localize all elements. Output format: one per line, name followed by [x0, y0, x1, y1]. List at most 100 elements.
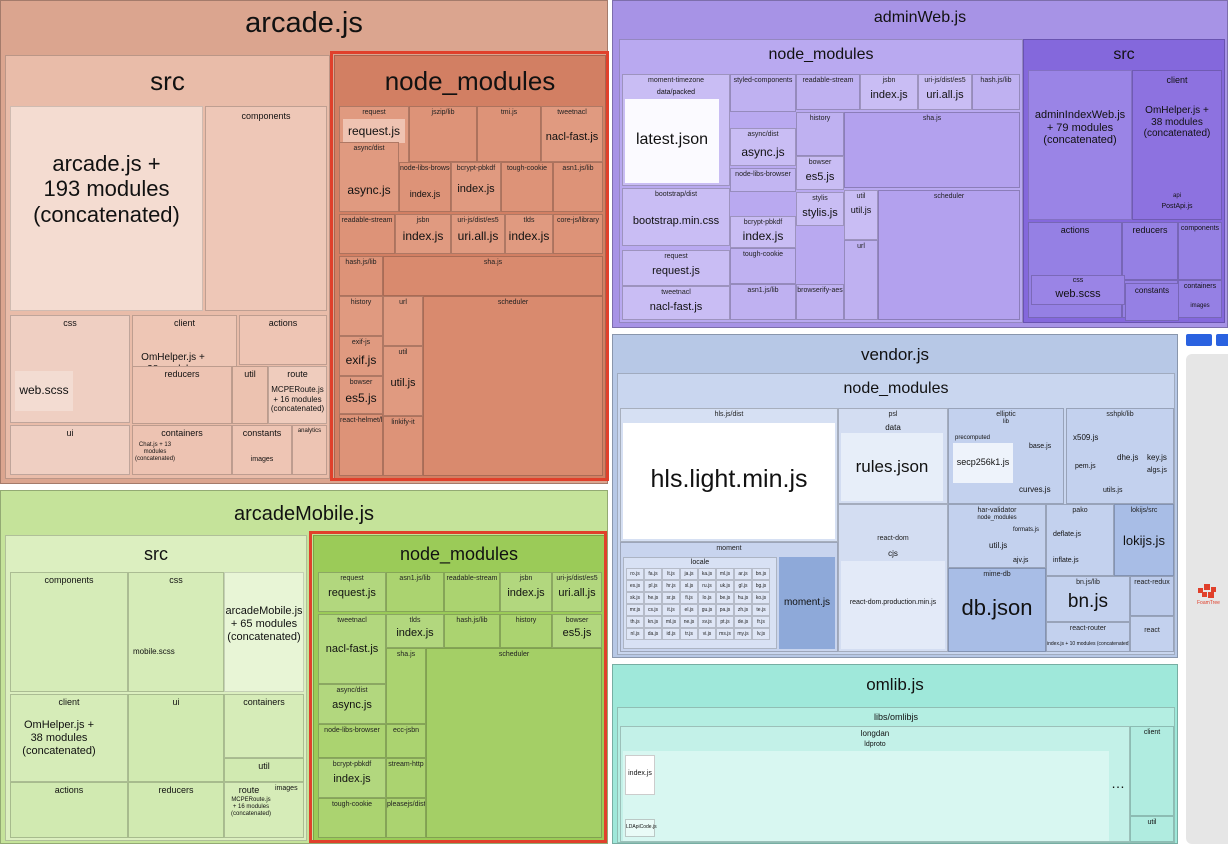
locale-file[interactable]: te.js — [752, 604, 770, 616]
module-utils[interactable]: utils.js — [1103, 487, 1123, 494]
pkg-tweetnacl[interactable]: tweetnacl nacl-fast.js — [541, 106, 603, 162]
locale-file[interactable]: ar.js — [734, 568, 752, 580]
pkg-bn[interactable]: bn.js/lib bn.js — [1046, 576, 1130, 622]
folder-src[interactable]: src arcade.js + 193 modules (concatenate… — [5, 55, 330, 479]
locale-file[interactable]: de.js — [734, 616, 752, 628]
module-util-js[interactable]: util.js — [989, 541, 1008, 550]
pkg-readable-stream[interactable]: readable-stream — [796, 74, 860, 110]
module-es5-js[interactable]: es5.js — [562, 627, 592, 639]
folder-images[interactable]: images — [275, 785, 298, 792]
module-moment-js[interactable]: moment.js — [779, 557, 835, 649]
pkg-bootstrap[interactable]: bootstrap/dist bootstrap.min.css — [622, 188, 730, 246]
pkg-tweetnacl[interactable]: tweetnacl nacl-fast.js — [318, 614, 386, 684]
pkg-readable-stream[interactable]: readable-stream — [339, 214, 395, 254]
module-index-js[interactable]: index.js — [508, 229, 550, 243]
locale-file[interactable]: tr.js — [680, 628, 698, 640]
folder-reducers[interactable]: reducers — [128, 782, 224, 838]
pkg-hash[interactable]: hash.js/lib — [339, 256, 383, 296]
pkg-node-libs-browser[interactable]: node-libs-browser index.js — [399, 162, 451, 212]
module-util-js[interactable]: util.js — [850, 205, 872, 215]
pkg-asn1[interactable]: asn1.js/lib — [730, 284, 796, 320]
folder-containers[interactable]: containers images — [1178, 280, 1222, 318]
locale-file[interactable]: my.js — [734, 628, 752, 640]
pkg-history[interactable]: history — [339, 296, 383, 336]
folder-route[interactable]: route MCPERoute.js + 16 modules (concate… — [268, 366, 327, 424]
pkg-har-validator[interactable]: har-validator node_modules util.js forma… — [948, 504, 1046, 568]
locale-file[interactable]: ro.js — [626, 568, 644, 580]
pkg-sshpk[interactable]: sshpk/lib x509.js dhe.js key.js pem.js a… — [1066, 408, 1174, 504]
pkg-request[interactable]: request request.js — [318, 572, 386, 612]
folder-locale[interactable]: locale ro.js fa.js lt.js ja.js ka.js ml.js ar.… — [623, 557, 777, 649]
module-main-concatenated[interactable]: adminIndexWeb.js + 79 modules (concatena… — [1028, 70, 1132, 220]
folder-node-modules[interactable]: node_modules hls.js/dist hls.light.min.j… — [617, 373, 1175, 655]
pkg-react-router[interactable]: react-router index.js + 10 modules (conc… — [1046, 622, 1130, 652]
folder-node-modules[interactable]: node_modules moment-timezone data/packed… — [619, 39, 1023, 323]
folder-route[interactable]: route MCPERoute.js + 16 modules (concate… — [224, 782, 304, 838]
locale-file[interactable]: ms.js — [716, 628, 734, 640]
locale-file[interactable]: sv.js — [698, 616, 716, 628]
pkg-pako[interactable]: pako deflate.js inflate.js — [1046, 504, 1114, 576]
locale-file[interactable]: pa.js — [716, 604, 734, 616]
pkg-browserify-aes[interactable]: browserify-aes — [796, 284, 844, 320]
pkg-tlds[interactable]: tlds index.js — [386, 614, 444, 648]
pkg-stream-http[interactable]: stream-http — [386, 758, 426, 798]
locale-file[interactable]: el.js — [680, 604, 698, 616]
module-mcperoute[interactable]: MCPERoute.js + 16 modules (concatenated) — [230, 797, 272, 818]
bundle-arcade-mobile[interactable]: arcadeMobile.js src components css mobil… — [0, 490, 608, 844]
module-index-js[interactable]: index.js — [625, 755, 655, 795]
pkg-linkify[interactable]: linkify-it — [383, 416, 423, 476]
module-ajv-js[interactable]: ajv.js — [1013, 557, 1029, 564]
pkg-psl[interactable]: psl data rules.json — [838, 408, 948, 504]
module-formats-js[interactable]: formats.js — [1013, 527, 1040, 533]
pkg-react-redux[interactable]: react-redux — [1130, 576, 1174, 616]
locale-file[interactable]: kn.js — [644, 616, 662, 628]
locale-file[interactable]: ml.js — [716, 568, 734, 580]
module-index-js[interactable]: index.js — [507, 587, 545, 599]
module-key[interactable]: key.js — [1147, 453, 1167, 462]
module-web-scss[interactable]: web.scss — [15, 371, 73, 411]
folder-actions[interactable]: actions — [10, 782, 128, 838]
locale-file[interactable]: nl.js — [626, 628, 644, 640]
module-es5-js[interactable]: es5.js — [345, 391, 377, 405]
locale-file[interactable]: sr.js — [662, 592, 680, 604]
locale-file[interactable]: lv.js — [752, 628, 770, 640]
module-omhelper[interactable]: OmHelper.js + 38 modules (concatenated) — [22, 719, 96, 758]
locale-file[interactable]: hu.js — [734, 592, 752, 604]
module-web-scss[interactable]: web.scss — [1055, 288, 1101, 300]
folder-ui[interactable]: ui — [10, 425, 130, 475]
pkg-async[interactable]: async/dist async.js — [339, 142, 399, 212]
locale-file[interactable]: bn.js — [752, 568, 770, 580]
module-omhelper[interactable]: OmHelper.js + 38 modules (concatenated) — [1143, 105, 1211, 139]
pkg-react-dom[interactable]: react-dom cjs react-dom.production.min.j… — [838, 504, 948, 652]
pkg-bowser[interactable]: bowser es5.js — [552, 614, 602, 648]
pkg-history[interactable]: history — [796, 112, 844, 156]
module-grid[interactable] — [623, 751, 1109, 841]
locale-file[interactable]: ru.js — [698, 580, 716, 592]
folder-util[interactable]: util — [1130, 816, 1174, 842]
module-request-js[interactable]: request.js — [652, 265, 700, 277]
module-inflate[interactable]: inflate.js — [1053, 557, 1079, 564]
locale-file[interactable]: sl.js — [680, 580, 698, 592]
module-uri-all[interactable]: uri.all.js — [926, 89, 964, 101]
folder-css[interactable] — [1028, 316, 1122, 320]
module-async-js[interactable]: async.js — [332, 699, 372, 711]
pkg-bcrypt[interactable]: bcrypt-pbkdf index.js — [451, 162, 501, 212]
pkg-small-modules-2[interactable]: scheduler — [878, 190, 1020, 320]
module-lokijs[interactable]: lokijs.js — [1123, 533, 1165, 548]
module-index-js[interactable]: index.js — [457, 183, 495, 195]
module-mcperoute[interactable]: MCPERoute.js + 16 modules (concatenated) — [270, 385, 325, 414]
folder-libs-omlibjs[interactable]: libs/omlibjs longdan ldproto index.js LD… — [617, 707, 1175, 843]
folder-containers[interactable]: containers — [224, 694, 304, 758]
locale-file[interactable]: pl.js — [644, 580, 662, 592]
module-react-dom-prod[interactable]: react-dom.production.min.js — [841, 561, 945, 649]
module-es5-js[interactable]: es5.js — [805, 171, 835, 183]
pkg-small-modules[interactable]: scheduler — [423, 296, 603, 476]
pkg-hash[interactable]: hash.js/lib — [444, 614, 500, 648]
sidebar-panel[interactable] — [1186, 354, 1228, 844]
module-nacl-fast[interactable]: nacl-fast.js — [545, 131, 599, 143]
pkg-uri-js[interactable]: uri-js/dist/es5 uri.all.js — [451, 214, 505, 254]
folder-client[interactable]: client OmHelper.js + 38 modules (concate… — [1132, 70, 1222, 220]
module-main-concatenated[interactable]: arcade.js + 193 modules (concatenated) — [10, 106, 203, 311]
pkg-jszip[interactable]: jszip/lib — [409, 106, 477, 162]
locale-file[interactable]: ml.js — [662, 616, 680, 628]
